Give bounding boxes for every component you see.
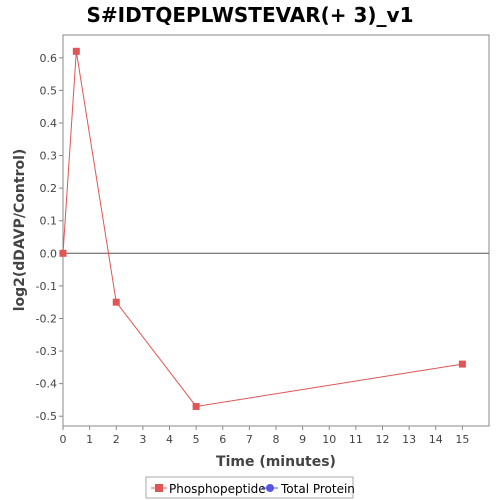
plot-area [62, 34, 490, 427]
x-tick-label: 5 [193, 433, 200, 446]
legend-total-protein-label: Total Protein [280, 482, 355, 496]
x-axis-ticks: 0 1 2 3 4 5 6 7 8 9 10 11 12 13 14 15 [60, 426, 469, 446]
series-layer [59, 47, 466, 410]
data-point [72, 47, 80, 55]
legend-total-protein-marker [266, 484, 274, 492]
x-tick-label: 7 [246, 433, 253, 446]
y-tick-label: -0.1 [36, 280, 57, 293]
x-tick-label: 6 [219, 433, 226, 446]
x-tick-label: 12 [376, 433, 390, 446]
y-tick-label: 0.1 [40, 215, 58, 228]
x-tick-label: 10 [322, 433, 336, 446]
y-tick-label: 0.5 [40, 84, 58, 97]
legend-phosphopeptide-marker [155, 484, 163, 492]
x-tick-label: 4 [166, 433, 173, 446]
y-tick-label: -0.4 [36, 378, 57, 391]
y-tick-label: -0.5 [36, 410, 57, 423]
y-tick-label: -0.3 [36, 345, 57, 358]
legend-box [145, 476, 354, 499]
legend: Phosphopeptide Total Protein [145, 476, 355, 499]
x-tick-label: 8 [273, 433, 280, 446]
y-tick-label: 0.3 [40, 150, 58, 163]
y-axis-label: log2(dDAVP/Control) [12, 149, 28, 312]
x-tick-label: 15 [455, 433, 469, 446]
data-point [458, 360, 466, 368]
y-tick-label: 0.0 [40, 247, 58, 260]
x-tick-label: 13 [402, 433, 416, 446]
x-tick-label: 1 [86, 433, 93, 446]
data-point [192, 402, 200, 410]
x-tick-label: 11 [349, 433, 363, 446]
data-point [112, 298, 120, 306]
chart-title: S#IDTQEPLWSTEVAR(+ 3)_v1 [86, 3, 413, 27]
x-axis-label: Time (minutes) [216, 454, 336, 470]
legend-phosphopeptide-label: Phosphopeptide [169, 482, 266, 496]
data-point [59, 249, 67, 257]
y-tick-label: -0.2 [36, 312, 57, 325]
x-tick-label: 14 [429, 433, 443, 446]
x-tick-label: 0 [60, 433, 67, 446]
y-tick-label: 0.6 [40, 52, 58, 65]
y-tick-label: 0.2 [40, 182, 58, 195]
x-tick-label: 2 [113, 433, 120, 446]
x-tick-label: 9 [299, 433, 306, 446]
x-tick-label: 3 [139, 433, 146, 446]
y-axis-ticks: -0.5 -0.4 -0.3 -0.2 -0.1 0.0 0.1 0.2 0.3 0.4 0.5 0.… [36, 52, 63, 423]
y-tick-label: 0.4 [40, 117, 58, 130]
